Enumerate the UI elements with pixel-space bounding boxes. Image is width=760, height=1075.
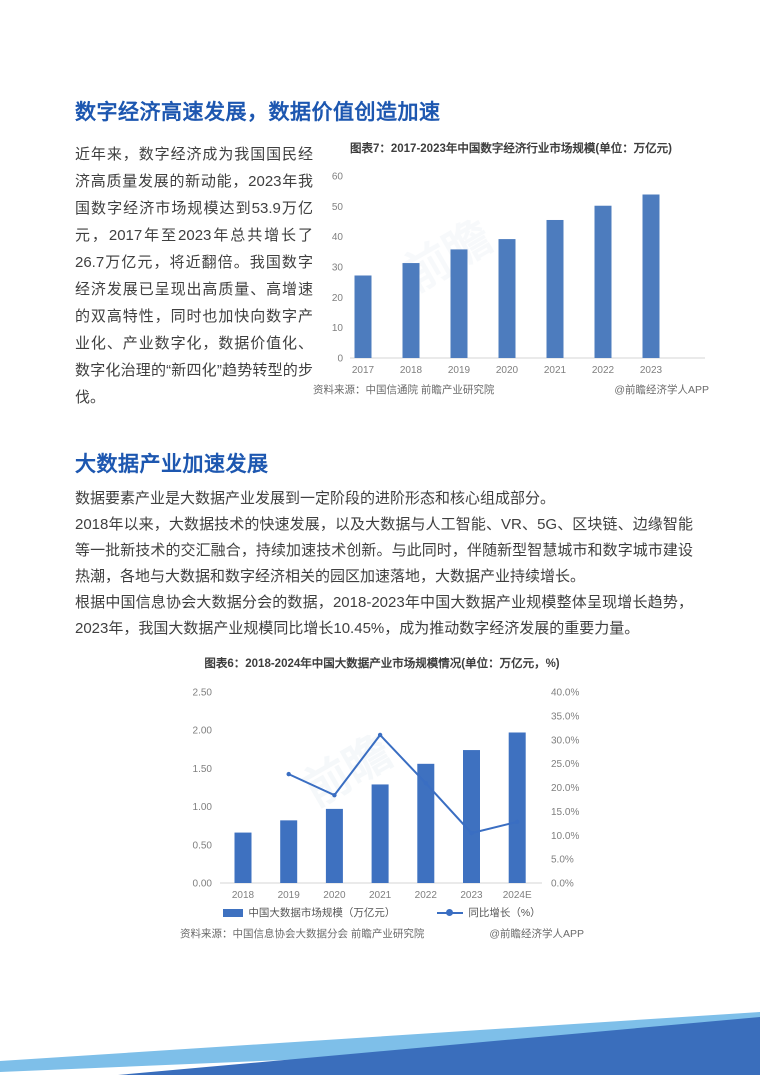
growth-line <box>288 733 518 835</box>
y-axis-tick-label: 40 <box>332 232 344 243</box>
left-axis-tick-label: 0.50 <box>193 840 213 851</box>
right-axis-tick-label: 10.0% <box>551 831 579 842</box>
footer-light-band <box>0 1012 760 1072</box>
left-axis-tick-label: 1.50 <box>193 764 213 775</box>
section1-paragraph: 近年来，数字经济成为我国国民经济高质量发展的新动能，2023年我国数字经济市场规… <box>75 146 313 406</box>
legend-item-bar: 中国大数据市场规模（万亿元） <box>223 905 395 920</box>
x-axis-tick-label: 2021 <box>544 365 567 374</box>
section2-paragraph-3: 根据中国信息协会大数据分会的数据，2018-2023年中国大数据产业规模整体呈现… <box>75 594 693 637</box>
bar-2019 <box>280 820 298 883</box>
x-axis-tick-label: 2024E <box>503 890 532 901</box>
section2-paragraph-1: 数据要素产业是大数据产业发展到一定阶段的进阶形态和核心组成部分。 <box>75 490 556 507</box>
growth-line-marker <box>469 830 474 836</box>
x-axis-tick-label: 2020 <box>323 890 346 901</box>
chart6-source-row: 资料来源：中国信息协会大数据分会 前瞻产业研究院 @前瞻经济学人APP <box>180 926 584 941</box>
left-axis-tick-label: 2.50 <box>193 688 213 699</box>
x-axis-tick-label: 2023 <box>460 890 483 901</box>
right-axis-tick-label: 30.0% <box>551 735 579 746</box>
chart7-source-row: 资料来源：中国信通院 前瞻产业研究院 @前瞻经济学人APP <box>313 382 709 397</box>
chart7-title: 图表7：2017-2023年中国数字经济行业市场规模(单位：万亿元) <box>349 143 673 155</box>
chart7-figure: 图表7：2017-2023年中国数字经济行业市场规模(单位：万亿元) 0 10 20… <box>313 140 709 397</box>
y-axis-tick-label: 60 <box>332 172 344 183</box>
bar-2018 <box>402 263 420 358</box>
bar-2024E <box>508 732 526 883</box>
growth-line-marker <box>515 819 520 825</box>
line-series-swatch-icon <box>437 909 464 916</box>
growth-line-marker <box>286 771 291 777</box>
bar-2018 <box>234 832 252 883</box>
growth-line-marker <box>332 792 337 798</box>
line-series-label: 同比增长（%） <box>468 907 541 919</box>
x-axis-tick-label: 2018 <box>232 890 255 901</box>
chart6-credit: @前瞻经济学人APP <box>489 928 584 940</box>
right-axis-tick-label: 40.0% <box>551 688 579 699</box>
bar-2017 <box>354 275 372 358</box>
left-axis-tick-label: 1.00 <box>193 802 213 813</box>
y-axis-tick-label: 0 <box>337 354 343 365</box>
x-axis-tick-label: 2021 <box>369 890 392 901</box>
y-axis-tick-label: 20 <box>332 293 344 304</box>
bar-2021 <box>371 784 389 883</box>
footer-dark-triangle <box>118 1017 760 1075</box>
chart7-credit: @前瞻经济学人APP <box>614 384 709 396</box>
section2-title: 大数据产业加速发展 <box>75 453 269 476</box>
bar-series-label: 中国大数据市场规模（万亿元） <box>248 907 396 919</box>
x-axis-tick-label: 2019 <box>278 890 301 901</box>
right-axis-tick-label: 5.0% <box>551 855 574 866</box>
y-axis-tick-label: 50 <box>332 202 344 213</box>
chart6-combo-chart: 0.00 0.50 1.00 1.50 2.00 2.50 0.0% 5.0% 10.0% 15.… <box>193 688 580 902</box>
x-axis-tick-label: 2023 <box>640 365 663 374</box>
x-axis-tick-label: 2018 <box>400 365 423 374</box>
footer-decoration <box>0 1012 760 1075</box>
x-axis-tick-label: 2022 <box>592 365 615 374</box>
bar-2021 <box>546 219 564 358</box>
section1-title: 数字经济高速发展，数据价值创造加速 <box>75 101 441 124</box>
growth-line-marker <box>377 732 383 738</box>
y-axis-tick-label: 10 <box>332 323 344 334</box>
chart6-source: 资料来源：中国信息协会大数据分会 前瞻产业研究院 <box>180 928 425 940</box>
left-axis-tick-label: 2.00 <box>193 726 213 737</box>
bar-2019 <box>450 249 468 358</box>
growth-line-marker <box>423 781 428 786</box>
left-axis-tick-label: 0.00 <box>193 879 213 890</box>
bar-2023 <box>642 194 660 358</box>
bar-2022 <box>594 205 612 358</box>
bar-series-swatch-icon <box>223 908 244 917</box>
chart6-legend: 中国大数据市场规模（万亿元） 同比增长（%） <box>180 905 584 920</box>
x-axis-tick-label: 2017 <box>352 365 375 374</box>
page-footer <box>0 995 760 1075</box>
chart6-title: 图表6：2018-2024年中国大数据产业市场规模情况(单位：万亿元，%) <box>204 658 560 670</box>
section2-paragraphs: 数据要素产业是大数据产业发展到一定阶段的进阶形态和核心组成部分。 2018年以来… <box>75 486 693 642</box>
right-axis-tick-label: 35.0% <box>551 711 579 722</box>
right-axis-tick-label: 15.0% <box>551 807 579 818</box>
bar-2022 <box>417 763 435 883</box>
x-axis-tick-label: 2020 <box>496 365 519 374</box>
section2-paragraph-2: 2018年以来，大数据技术的快速发展，以及大数据与人工智能、VR、5G、区块链、… <box>75 516 693 585</box>
right-axis-tick-label: 0.0% <box>551 879 574 890</box>
right-axis-tick-label: 25.0% <box>551 759 579 770</box>
y-axis-tick-label: 30 <box>332 263 344 274</box>
bar-2020 <box>325 808 343 883</box>
bar-2020 <box>498 239 516 358</box>
legend-item-line: 同比增长（%） <box>437 905 541 920</box>
bar-2023 <box>463 750 480 883</box>
right-axis-tick-label: 20.0% <box>551 783 579 794</box>
chart7-source: 资料来源：中国信通院 前瞻产业研究院 <box>313 384 495 396</box>
x-axis-tick-label: 2019 <box>448 365 471 374</box>
x-axis-tick-label: 2022 <box>415 890 438 901</box>
chart7-bar-chart: 0 10 20 30 40 50 60 2017 2018 2019 2020 2021 2022 202… <box>332 172 705 374</box>
chart6-figure: 图表6：2018-2024年中国大数据产业市场规模情况(单位：万亿元，%) 0.… <box>180 655 584 941</box>
